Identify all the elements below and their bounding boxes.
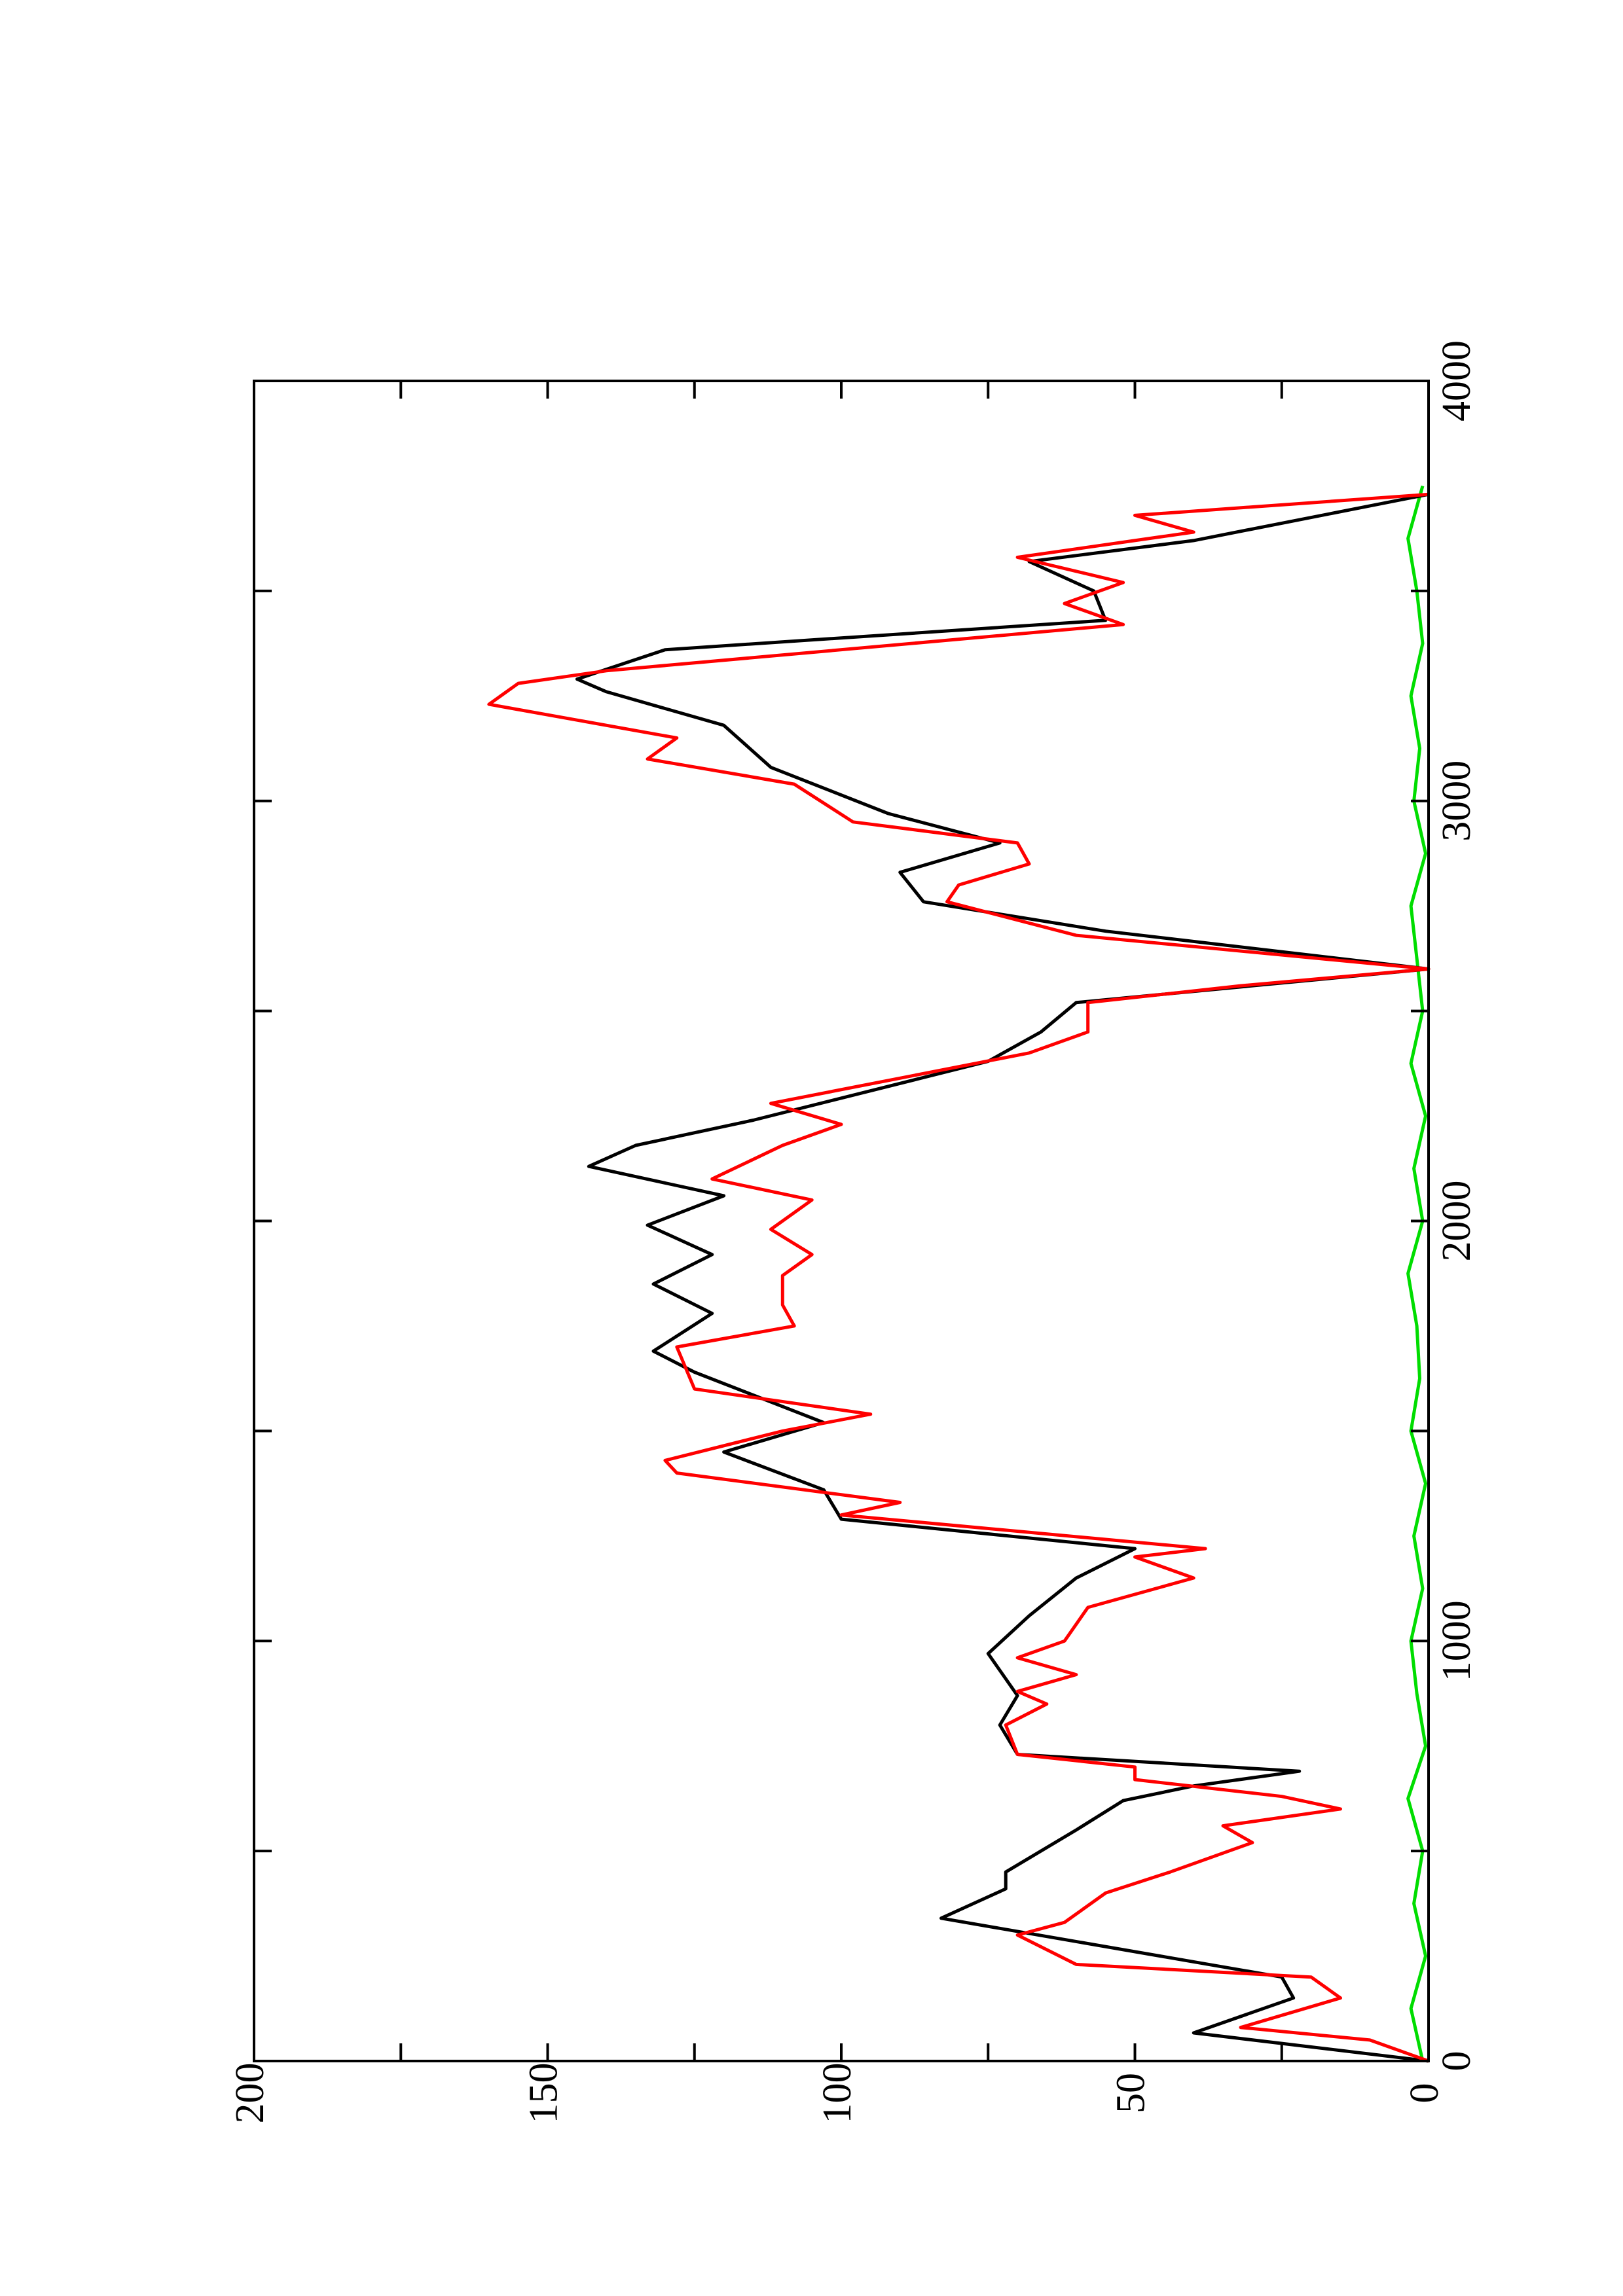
x-tick-label: 4000 [1434, 340, 1479, 422]
y-tick-label: 0 [1402, 2083, 1447, 2104]
x-tick-label: 3000 [1434, 761, 1479, 842]
y-tick-label: 100 [815, 2063, 860, 2124]
x-tick-label: 2000 [1434, 1181, 1479, 1262]
data-line [575, 492, 1431, 2063]
y-tick-label: 50 [1109, 2073, 1154, 2113]
y-tick-label: 150 [522, 2063, 566, 2124]
plot-frame [253, 380, 1430, 2062]
data-line [487, 492, 1431, 2063]
x-tick-label: 1000 [1434, 1600, 1479, 1681]
y-tick-label: 200 [228, 2063, 272, 2124]
data-line [1406, 485, 1427, 2062]
x-tick-label: 0 [1434, 2051, 1479, 2072]
